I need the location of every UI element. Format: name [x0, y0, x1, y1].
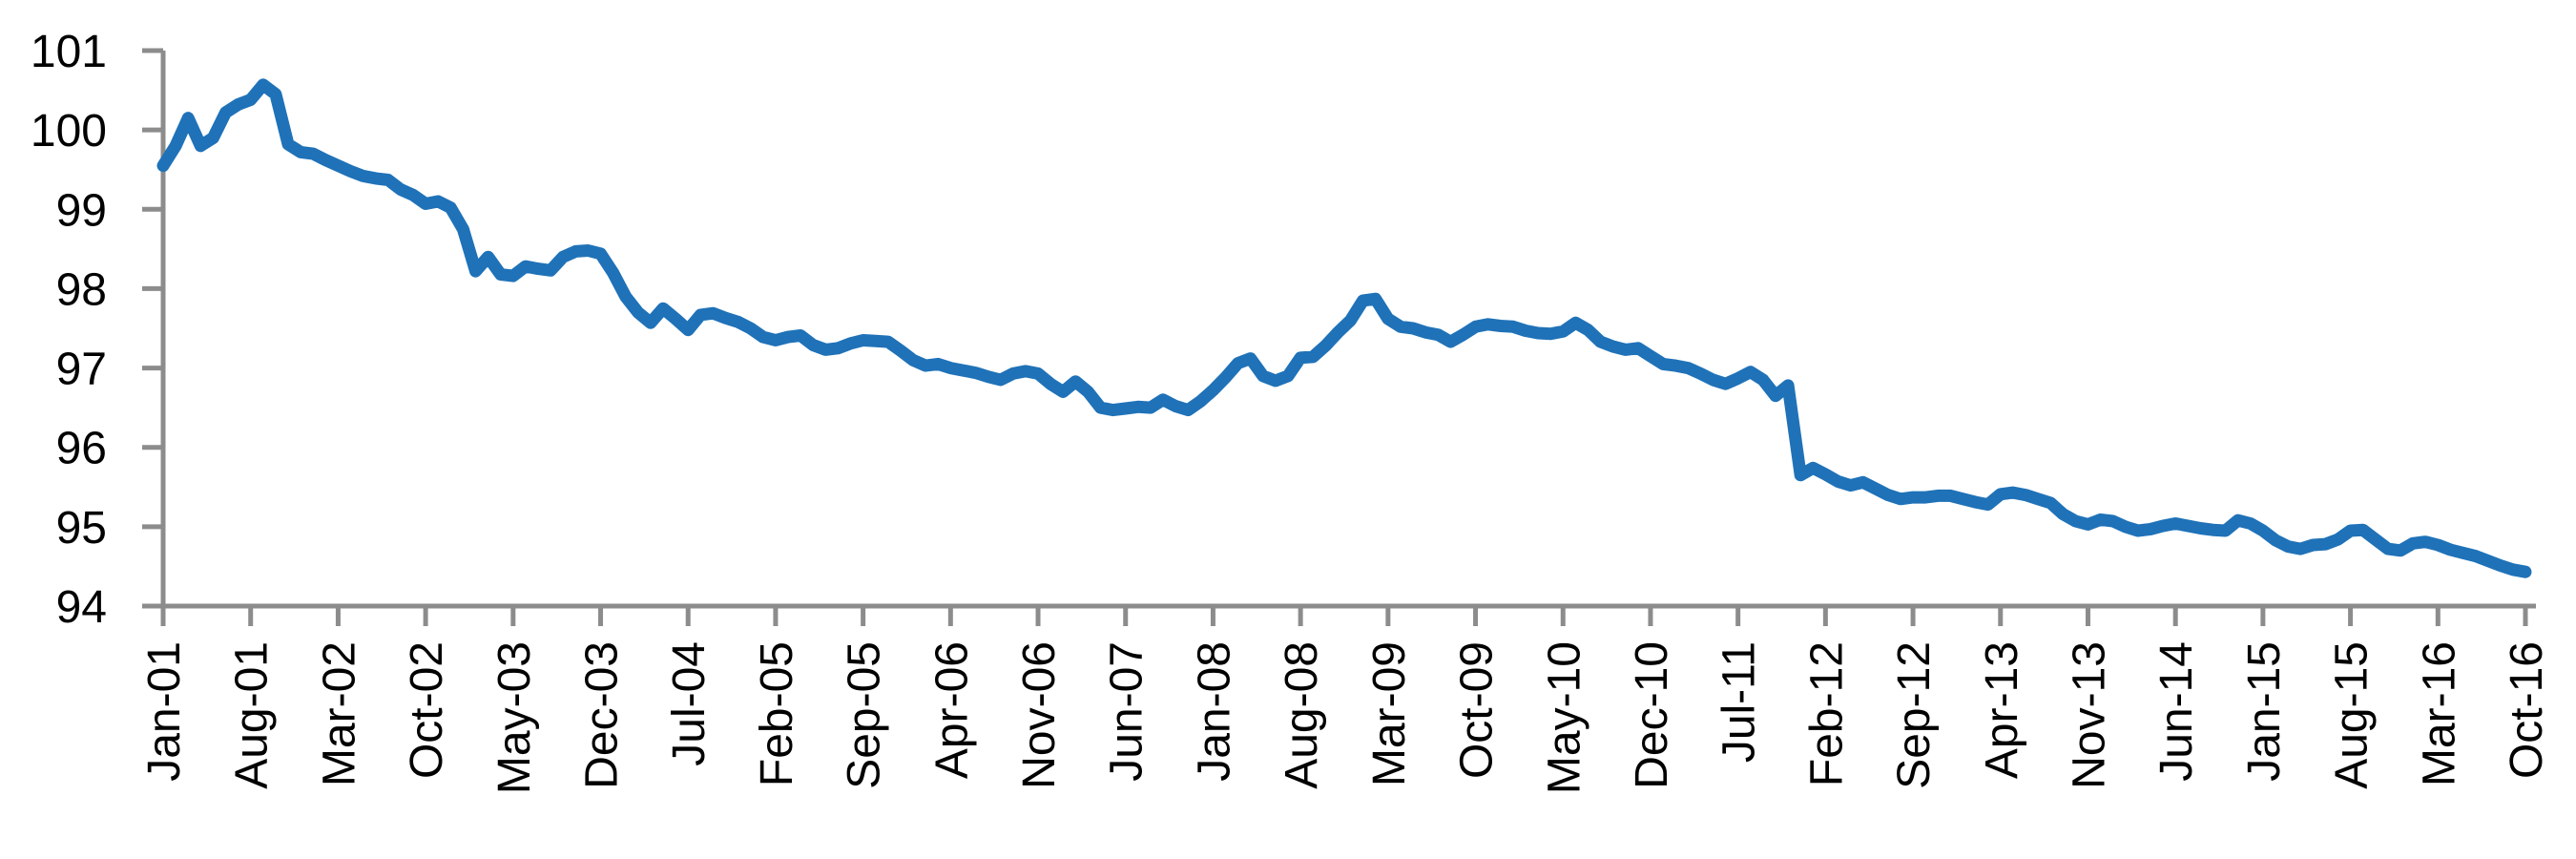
x-axis-tick-label: Jan-15: [2239, 641, 2290, 782]
x-axis-tick-label: Jun-07: [1102, 641, 1153, 782]
x-axis-tick-label: Oct-09: [1452, 641, 1503, 779]
x-axis-tick-label: Feb-12: [1801, 641, 1852, 786]
y-axis-tick-label: 99: [56, 185, 107, 236]
y-axis-tick-label: 96: [56, 424, 107, 474]
x-axis-tick-label: Dec-10: [1627, 641, 1677, 789]
y-axis-tick-label: 100: [31, 106, 107, 157]
x-axis-tick-label: Apr-06: [926, 641, 977, 779]
x-axis-tick-label: May-10: [1539, 641, 1589, 794]
x-axis-tick-label: May-03: [489, 641, 540, 794]
x-axis-tick-label: Nov-13: [2064, 641, 2114, 789]
x-axis-tick-label: Dec-03: [577, 641, 628, 789]
x-axis-tick-label: Aug-15: [2327, 641, 2378, 789]
y-axis-tick-label: 101: [31, 27, 107, 77]
x-axis-tick-label: Jul-04: [664, 641, 715, 766]
y-axis-tick-label: 98: [56, 264, 107, 315]
index-series-line: [156, 78, 2532, 578]
x-axis-tick-label: Mar-09: [1364, 641, 1415, 786]
x-axis-tick-label: Aug-01: [227, 641, 278, 789]
x-axis-tick-label: Aug-08: [1277, 641, 1327, 789]
x-axis-tick-label: Feb-05: [752, 641, 802, 786]
x-axis-tick-label: Jan-08: [1189, 641, 1239, 782]
x-axis-tick-label: Jan-01: [139, 641, 190, 782]
x-axis-tick-label: Sep-12: [1889, 641, 1940, 789]
x-axis-tick-label: Apr-13: [1977, 641, 2027, 779]
x-axis-tick-label: Sep-05: [840, 641, 890, 789]
x-axis-tick-label: Oct-02: [402, 641, 452, 779]
x-axis-tick-label: Jul-11: [1714, 641, 1765, 763]
y-axis-tick-label: 97: [56, 345, 107, 395]
y-axis-tick-label: 95: [56, 503, 107, 554]
x-axis-tick-label: Jun-14: [2151, 641, 2202, 782]
x-axis-tick-label: Mar-16: [2414, 641, 2464, 786]
x-axis-tick-label: Nov-06: [1014, 641, 1065, 789]
y-axis-tick-label: 94: [56, 582, 107, 633]
x-axis-tick-label: Oct-16: [2502, 641, 2552, 779]
x-axis-tick-label: Mar-02: [314, 641, 364, 786]
